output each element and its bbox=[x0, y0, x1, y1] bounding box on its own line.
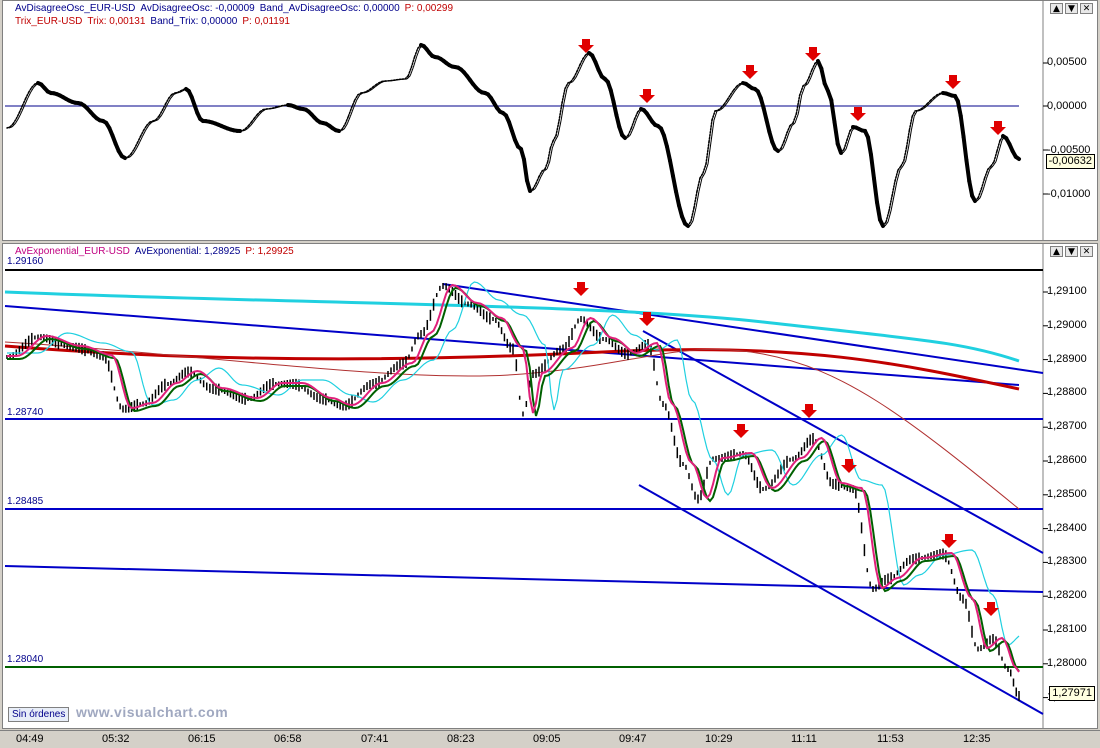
oscillator-segment bbox=[524, 160, 527, 181]
price-tick-label: 1,28000 bbox=[1047, 657, 1087, 669]
oscillator-segment bbox=[874, 179, 877, 203]
oscillator-segment bbox=[673, 176, 676, 191]
oscillator-segment bbox=[527, 181, 530, 192]
oscillator-segment bbox=[667, 147, 670, 161]
level-label: 1.28040 bbox=[7, 654, 43, 665]
down-arrow-marker bbox=[945, 75, 961, 89]
level-label: 1.28485 bbox=[7, 496, 43, 507]
time-label: 06:15 bbox=[188, 733, 216, 745]
oscillator-segment bbox=[966, 160, 969, 181]
price-tick-label: 1,28800 bbox=[1047, 386, 1087, 398]
oscillator-segment bbox=[1016, 157, 1019, 159]
oscillator-segment bbox=[871, 155, 874, 179]
price-tick-label: 1,28700 bbox=[1047, 420, 1087, 432]
down-arrow-marker bbox=[941, 534, 957, 548]
price-tick-label: 1,28100 bbox=[1047, 623, 1087, 635]
price-tick-label: 1,29000 bbox=[1047, 319, 1087, 331]
down-arrow-marker bbox=[841, 459, 857, 473]
osc-current-value: -0,00632 bbox=[1046, 154, 1095, 169]
osc-tick-label: 0,00000 bbox=[1047, 100, 1087, 112]
down-arrow-marker bbox=[578, 39, 594, 53]
oscillator-segment bbox=[831, 100, 834, 122]
down-arrow-marker bbox=[573, 282, 589, 296]
osc-tick-label: -0,01000 bbox=[1047, 188, 1090, 200]
oscillator-segment bbox=[961, 116, 964, 137]
time-label: 06:58 bbox=[274, 733, 302, 745]
time-label: 11:53 bbox=[877, 733, 904, 745]
down-arrow-marker bbox=[805, 47, 821, 61]
price-tick-label: 1,28400 bbox=[1047, 522, 1087, 534]
oscillator-segment bbox=[877, 202, 880, 219]
price-tick-label: 1,29100 bbox=[1047, 285, 1087, 297]
oscillator-segment bbox=[972, 196, 975, 201]
down-arrow-marker bbox=[850, 107, 866, 121]
oscillator-segment bbox=[835, 122, 838, 144]
oscillator-segment bbox=[838, 144, 841, 153]
thin-red-ma-line bbox=[5, 342, 1019, 509]
oscillator-segment bbox=[958, 101, 961, 116]
oscillator-segment bbox=[676, 191, 679, 205]
cyan-ma-line bbox=[5, 292, 1019, 361]
down-arrow-marker bbox=[733, 424, 749, 438]
level-label: 1.28740 bbox=[7, 407, 43, 418]
time-label: 09:47 bbox=[619, 733, 647, 745]
down-arrow-marker bbox=[990, 121, 1006, 135]
oscillator-segment bbox=[969, 181, 972, 196]
time-axis: 04:49 05:32 06:15 06:58 07:41 08:23 09:0… bbox=[0, 730, 1100, 748]
price-tick-label: 1,28500 bbox=[1047, 488, 1087, 500]
price-tick-label: 1,28900 bbox=[1047, 353, 1087, 365]
oscillator-segment-edge bbox=[802, 86, 805, 95]
price-current-value: 1,27971 bbox=[1049, 686, 1095, 701]
oscillator-segment bbox=[821, 69, 824, 84]
down-arrow-marker bbox=[639, 89, 655, 103]
osc-tick-label: 0,00500 bbox=[1047, 56, 1087, 68]
oscillator-segment bbox=[614, 102, 617, 115]
price-tick-label: 1,28200 bbox=[1047, 589, 1087, 601]
oscillator-segment bbox=[964, 137, 967, 160]
watermark-text: www.visualchart.com bbox=[76, 704, 228, 720]
time-label: 11:11 bbox=[791, 733, 817, 745]
time-label: 07:41 bbox=[361, 733, 389, 745]
level-label: 1.29160 bbox=[7, 256, 43, 267]
trend-line bbox=[443, 284, 1043, 373]
time-label: 12:35 bbox=[963, 733, 991, 745]
oscillator-chart[interactable] bbox=[3, 1, 1098, 241]
red-ma-line bbox=[5, 346, 1019, 389]
oscillator-segment-edge bbox=[795, 114, 798, 123]
time-label: 09:05 bbox=[533, 733, 561, 745]
price-chart[interactable] bbox=[3, 244, 1098, 729]
down-arrow-marker bbox=[742, 65, 758, 79]
orders-status-button[interactable]: Sin órdenes bbox=[8, 707, 69, 722]
oscillator-segment bbox=[670, 161, 673, 176]
trend-line bbox=[5, 306, 1019, 385]
time-label: 04:49 bbox=[16, 733, 44, 745]
oscillator-segment bbox=[880, 220, 883, 226]
time-label: 10:29 bbox=[705, 733, 733, 745]
price-tick-label: 1,28600 bbox=[1047, 454, 1087, 466]
down-arrow-marker bbox=[801, 404, 817, 418]
price-tick-label: 1,28300 bbox=[1047, 555, 1087, 567]
time-label: 08:23 bbox=[447, 733, 475, 745]
time-label: 05:32 bbox=[102, 733, 130, 745]
oscillator-segment bbox=[868, 137, 871, 154]
